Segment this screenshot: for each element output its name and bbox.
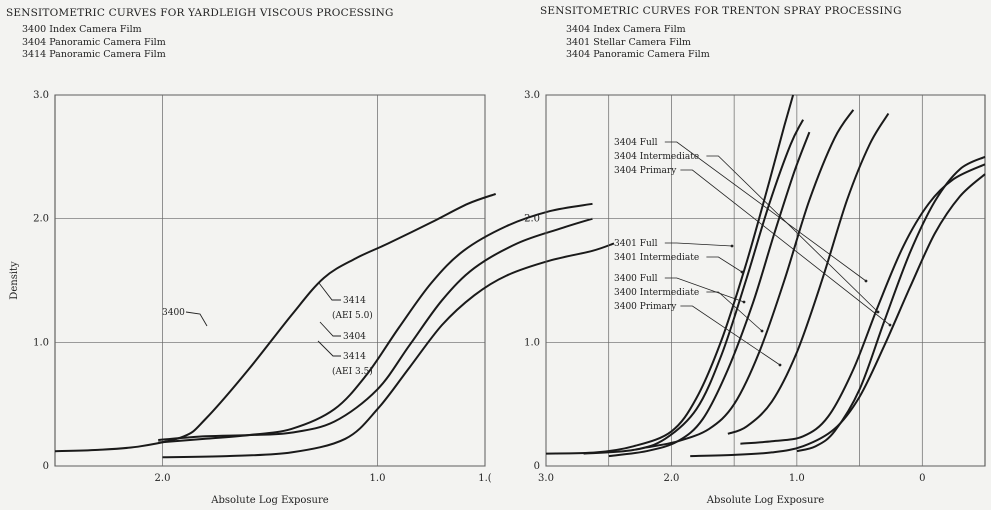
left-y-axis-label: Density — [9, 261, 20, 300]
left-film-list: 3400 Index Camera Film 3404 Panoramic Ca… — [22, 24, 166, 62]
right-curve — [646, 109, 855, 449]
right-legend-leader — [706, 155, 879, 313]
right-chart: 3.0 2.0 1.0 0 0 1.0 2.0 3.0 Absolute Log Exposur… — [524, 90, 986, 506]
right-curve — [727, 112, 890, 435]
left-annotation-leader — [319, 321, 341, 337]
right-x-tick-label: 1.0 — [789, 473, 805, 484]
right-legend-arrowhead — [864, 279, 868, 283]
left-chart: 2.0 1.0 1.( 0 1.0 2.0 3.0 Absolute Log Exposure… — [9, 90, 615, 506]
right-legend-leader — [664, 141, 867, 282]
right-legend-label: 3400 Primary — [614, 302, 677, 312]
left-x-axis-label: Absolute Log Exposure — [210, 495, 328, 506]
left-annotation-leader — [318, 282, 341, 301]
right-x-axis-label: Absolute Log Exposure — [706, 495, 824, 506]
right-curve — [690, 173, 986, 458]
left-y-tick-label: 1.0 — [33, 337, 49, 348]
right-legend-arrowhead — [876, 310, 880, 314]
right-curve — [796, 155, 986, 453]
right-legend-arrowhead — [742, 300, 746, 304]
right-legend-leader — [706, 291, 763, 332]
right-film-item: 3404 Panoramic Camera Film — [566, 49, 710, 60]
left-film-item: 3400 Index Camera Film — [22, 24, 142, 35]
right-y-tick-label: 3.0 — [524, 90, 540, 101]
right-legend-leader — [680, 169, 891, 326]
right-legend-label: 3400 Intermediate — [614, 288, 699, 298]
right-x-tick-label: 0 — [919, 473, 925, 484]
right-chart-title: SENSITOMETRIC CURVES FOR TRENTON SPRAY P… — [540, 5, 902, 17]
right-legend-leader — [664, 277, 745, 303]
left-x-tick-label: 2.0 — [155, 473, 171, 484]
right-legend-arrowhead — [760, 329, 764, 333]
right-y-tick-label: 1.0 — [524, 337, 540, 348]
right-legend-label: 3404 Full — [614, 138, 658, 148]
right-legend-arrowhead — [888, 323, 892, 327]
left-annotation-label: 3414 — [343, 296, 366, 306]
right-legend-label: 3404 Primary — [614, 166, 677, 176]
left-y-tick-label: 3.0 — [33, 90, 49, 101]
right-film-item: 3401 Stellar Camera Film — [566, 36, 691, 48]
left-annotation-label: (AEI 5.0) — [332, 310, 373, 321]
left-curve — [54, 192, 497, 453]
left-annotation-label: 3404 — [343, 332, 366, 342]
right-legend-leader — [680, 305, 781, 366]
left-film-item: 3404 Panoramic Camera Film — [22, 36, 166, 48]
left-y-tick-label: 2.0 — [33, 214, 49, 225]
left-annotation-label: (AEI 3.5) — [332, 366, 373, 377]
right-film-list: 3404 Index Camera Film 3401 Stellar Came… — [566, 24, 710, 62]
right-curve — [740, 163, 986, 445]
right-legend-label: 3401 Intermediate — [614, 253, 699, 263]
left-plot-frame — [54, 94, 486, 467]
right-curve — [583, 119, 804, 455]
right-curve — [608, 131, 811, 458]
left-annotation-label: 3400 — [162, 308, 185, 318]
left-annotation-label: 3414 — [343, 352, 366, 362]
right-legend-arrowhead — [740, 270, 744, 274]
right-legend-label: 3404 Intermediate — [614, 152, 699, 162]
right-legend-arrowhead — [778, 363, 782, 367]
left-curve — [158, 217, 593, 441]
left-chart-panel: SENSITOMETRIC CURVES FOR YARDLEIGH VISCO… — [6, 7, 615, 506]
left-annotation-leader — [185, 311, 208, 327]
left-y-tick-label: 0 — [43, 461, 49, 472]
right-legend-label: 3400 Full — [614, 274, 658, 284]
right-legend-leader — [706, 256, 743, 273]
right-curve — [545, 94, 795, 455]
right-y-tick-label: 2.0 — [524, 214, 540, 225]
right-chart-panel: SENSITOMETRIC CURVES FOR TRENTON SPRAY P… — [500, 0, 991, 510]
right-legend-label: 3401 Full — [614, 239, 658, 249]
right-legend-leader — [664, 242, 733, 247]
right-film-item: 3404 Index Camera Film — [566, 24, 686, 35]
right-x-tick-label: 2.0 — [663, 473, 679, 484]
left-x-tick-label: 1.0 — [370, 473, 386, 484]
left-x-tick-label: 1.( — [478, 473, 492, 484]
right-legend-arrowhead — [730, 244, 734, 248]
left-annotation-leader — [317, 340, 341, 357]
left-chart-title: SENSITOMETRIC CURVES FOR YARDLEIGH VISCO… — [6, 7, 394, 19]
right-y-tick-label: 0 — [534, 461, 540, 472]
left-curve — [162, 242, 615, 459]
right-x-tick-label: 3.0 — [538, 473, 554, 484]
left-film-item: 3414 Panoramic Camera Film — [22, 49, 166, 60]
